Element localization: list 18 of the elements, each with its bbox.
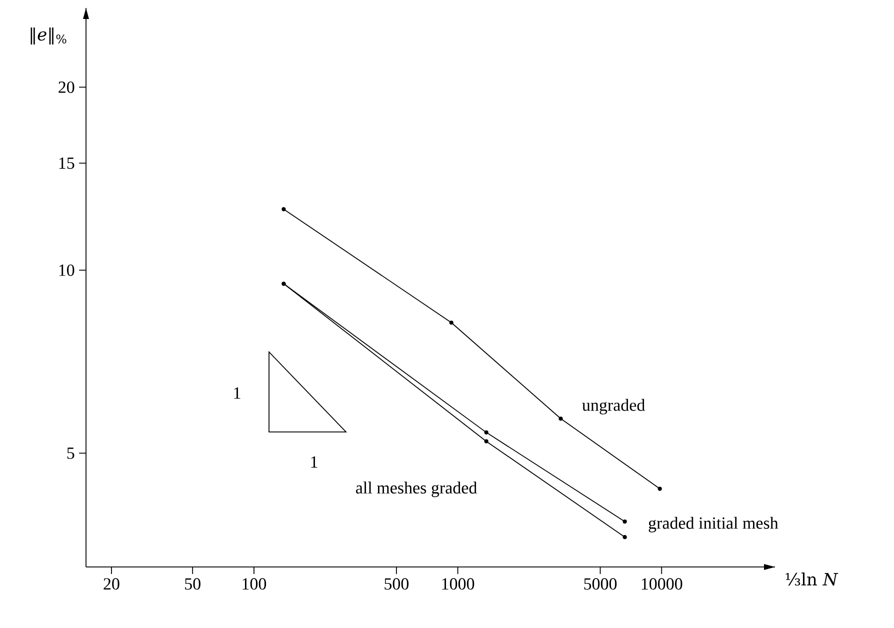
y-tick-label: 10 (59, 264, 74, 276)
x-tick-label: 50 (185, 578, 200, 590)
y-tick-label: 5 (67, 448, 74, 459)
x-tick-label: 500 (384, 578, 409, 590)
x-tick-label: 10000 (642, 578, 682, 590)
x-tick-label: 20 (104, 578, 120, 590)
annotation: 1 (311, 456, 318, 468)
text: all meshes graded (356, 482, 477, 498)
series-label: graded initial mesh (648, 516, 778, 532)
x-tick-label: 1000 (442, 578, 474, 590)
y-tick-label: 15 (59, 157, 74, 169)
y-tick-label: 20 (58, 81, 74, 93)
x-tick-label: 5000 (584, 578, 617, 590)
series-label: ungraded (582, 398, 645, 414)
annotation: 1 (234, 387, 240, 399)
x-axis-title: ⅓ln N (786, 572, 838, 586)
x-tick-label: 100 (242, 578, 266, 590)
y-axis-title: ‖e‖$_{%}$ (30, 27, 66, 44)
